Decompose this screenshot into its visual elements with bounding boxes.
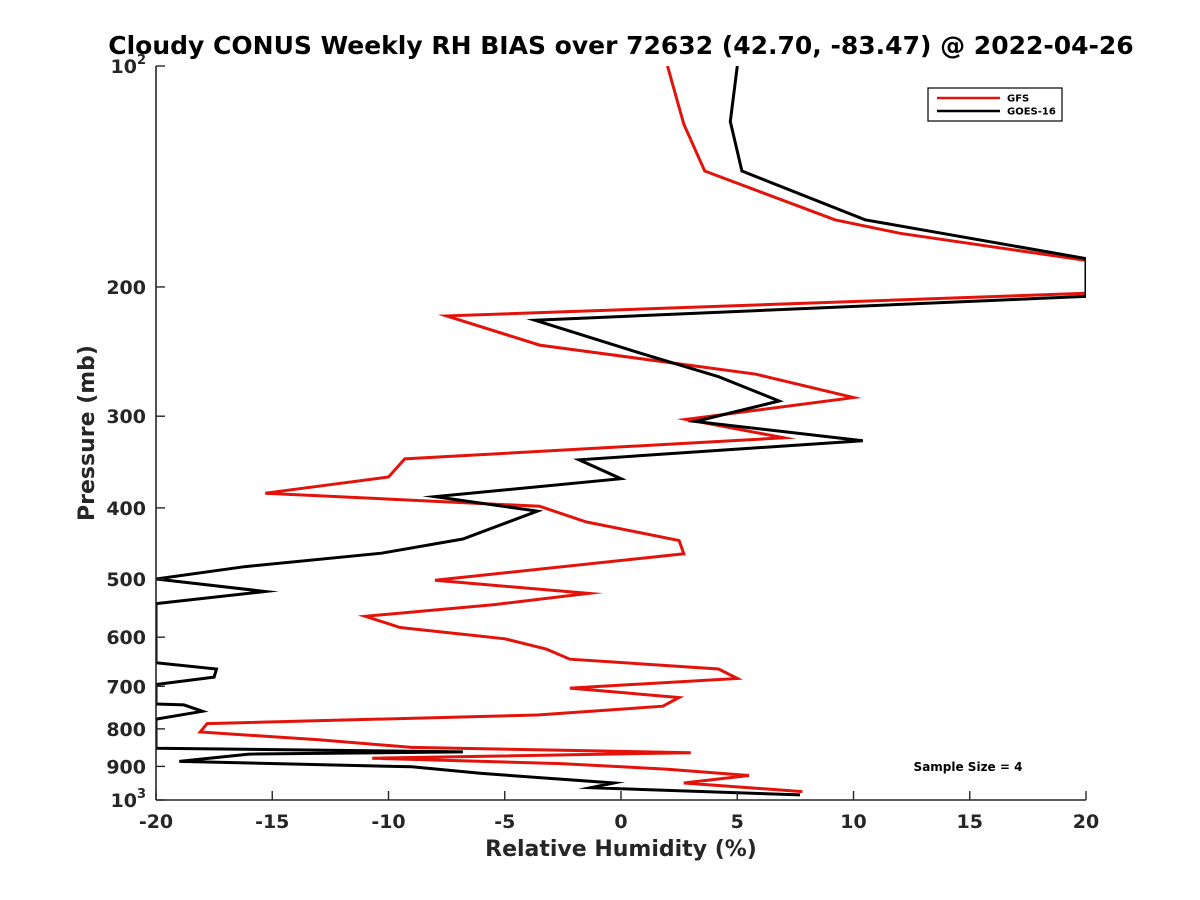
legend-label: GFS [1007, 94, 1029, 105]
y-tick-label: 102 [111, 53, 147, 78]
legend-label: GOES-16 [1007, 107, 1056, 118]
x-tick-label: 5 [731, 811, 744, 833]
x-tick-label: -20 [139, 811, 173, 833]
y-tick-label: 200 [106, 277, 146, 299]
y-axis-label: Pressure (mb) [75, 345, 100, 521]
y-tick-label: 500 [106, 569, 146, 591]
y-tick-label: 700 [106, 676, 146, 698]
x-tick-label: 20 [1073, 811, 1099, 833]
chart-title: Cloudy CONUS Weekly RH BIAS over 72632 (… [108, 31, 1133, 60]
y-tick-label: 400 [106, 498, 146, 520]
x-tick-label: 0 [614, 811, 627, 833]
x-tick-label: 10 [840, 811, 866, 833]
ticks-layer: -20 -15 -10 -5 0 5 10 15 20 102 200 300 400 500 600 700… [106, 53, 1099, 833]
y-tick-label: 300 [106, 406, 146, 428]
series-line-goes-16 [156, 66, 1086, 797]
x-tick-label: 15 [957, 811, 983, 833]
x-tick-label: -5 [494, 811, 515, 833]
x-tick-label: -15 [255, 811, 289, 833]
series-line-gfs [197, 66, 1086, 794]
y-tick-label: 103 [111, 787, 147, 812]
legend: GFS GOES-16 [927, 87, 1063, 122]
y-tick-label: 900 [106, 756, 146, 778]
y-tick-label: 800 [106, 719, 146, 741]
legend-box [927, 87, 1063, 122]
y-tick-label: 600 [106, 627, 146, 649]
sample-size-annotation: Sample Size = 4 [914, 760, 1023, 774]
series-layer [156, 66, 1086, 797]
x-axis-label: Relative Humidity (%) [485, 837, 757, 862]
x-tick-label: -10 [371, 811, 405, 833]
